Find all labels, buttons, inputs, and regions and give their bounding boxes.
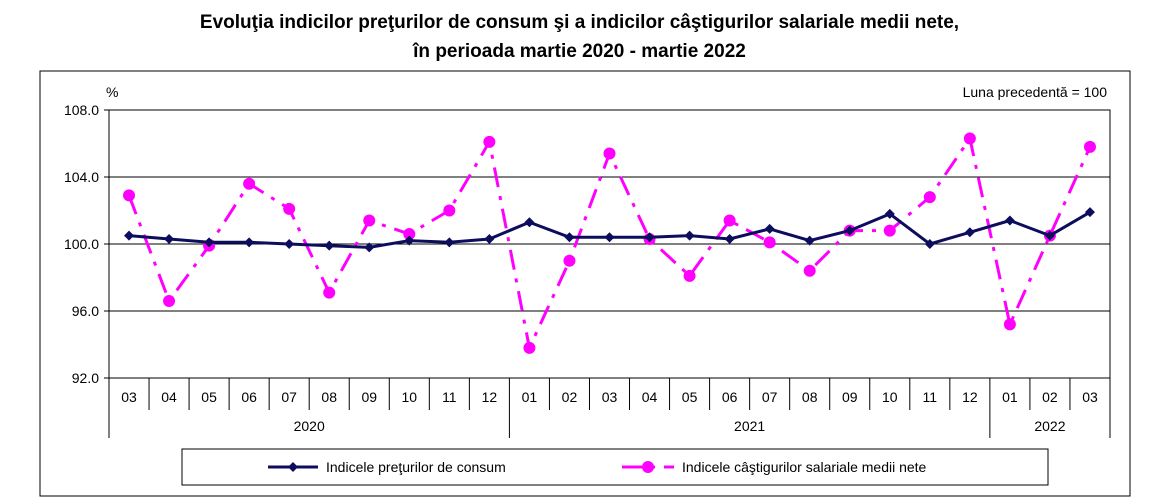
- series-2-point: [403, 227, 416, 240]
- series-1-point: [964, 227, 975, 238]
- x-tick-label: 09: [361, 389, 377, 405]
- series-1-point: [1004, 215, 1015, 226]
- chart-title-line-1: Evoluţia indicilor preţurilor de consum …: [199, 12, 960, 33]
- x-tick-label: 03: [602, 389, 618, 405]
- series-2-point: [763, 236, 776, 249]
- y-unit-label: %: [106, 84, 118, 100]
- series-1-point: [764, 223, 775, 234]
- series-2-point: [883, 224, 896, 237]
- series-1-point: [1084, 207, 1095, 218]
- series-1-point: [844, 225, 855, 236]
- year-label: 2021: [734, 418, 765, 434]
- legend-box: [181, 448, 1049, 486]
- series-2-point: [163, 294, 176, 307]
- legend-label-2: Indicele câştigurilor salariale medii ne…: [682, 459, 927, 475]
- series-1-point: [564, 232, 575, 243]
- series-1-point: [884, 208, 895, 219]
- series-2-point: [923, 191, 936, 204]
- series-1-point: [604, 232, 615, 243]
- series-1-point: [444, 237, 455, 248]
- series-2-point: [523, 341, 536, 354]
- series-2-point: [443, 204, 456, 217]
- series-1-point: [1044, 230, 1055, 241]
- series-1-point: [284, 239, 295, 249]
- y-tick-label: 96.0: [72, 303, 99, 319]
- x-tick-label: 06: [722, 389, 738, 405]
- series-2-point: [323, 286, 336, 299]
- series-2-point: [1083, 140, 1096, 153]
- x-tick-label: 08: [802, 389, 818, 405]
- series-1-point: [804, 235, 815, 246]
- series-2-point: [243, 177, 256, 190]
- x-tick-label: 03: [1082, 389, 1098, 405]
- x-tick-label: 02: [562, 389, 578, 405]
- series-1-point: [364, 242, 375, 253]
- x-tick-label: 04: [161, 389, 177, 405]
- x-tick-label: 10: [882, 389, 898, 405]
- x-tick-label: 07: [281, 389, 297, 405]
- series-1-point: [524, 217, 535, 228]
- series-2-point: [683, 269, 696, 282]
- y-tick-label: 108.0: [64, 102, 99, 118]
- series-2-point: [123, 189, 136, 202]
- y-tick-label: 100.0: [64, 236, 99, 252]
- series-1-point: [324, 240, 335, 251]
- x-tick-label: 05: [201, 389, 217, 405]
- year-label: 2020: [294, 418, 325, 434]
- series-2-point: [363, 214, 376, 227]
- y-tick-label: 104.0: [64, 169, 99, 185]
- series-2-point: [1003, 318, 1016, 331]
- series-2-point: [723, 214, 736, 227]
- x-tick-label: 11: [442, 389, 457, 405]
- chart-frame: [39, 70, 1131, 497]
- series-1-point: [164, 233, 175, 244]
- series-2-point: [283, 202, 296, 215]
- legend-label-1: Indicele preţurilor de consum: [326, 459, 506, 475]
- x-tick-label: 07: [762, 389, 778, 405]
- series-1-point: [644, 232, 655, 243]
- series-1-point: [204, 237, 215, 248]
- series-1-point: [684, 230, 695, 241]
- series-1-point: [244, 237, 255, 248]
- chart-title-line-2: în perioada martie 2020 - martie 2022: [413, 41, 746, 62]
- series-1-point: [924, 239, 935, 249]
- x-tick-label: 06: [241, 389, 257, 405]
- x-tick-label: 09: [842, 389, 858, 405]
- x-tick-label: 08: [321, 389, 337, 405]
- x-tick-label: 04: [642, 389, 658, 405]
- x-tick-label: 12: [482, 389, 498, 405]
- series-1-point: [484, 233, 495, 244]
- series-1-point: [724, 233, 735, 244]
- series-2-point: [603, 147, 616, 160]
- series-2-point: [483, 135, 496, 148]
- legend-marker-2: [642, 461, 654, 473]
- x-tick-label: 05: [682, 389, 698, 405]
- legend-marker-1: [288, 462, 298, 472]
- base-note: Luna precedentă = 100: [963, 84, 1108, 100]
- x-tick-label: 01: [522, 389, 538, 405]
- series-2-point: [963, 132, 976, 145]
- x-tick-label: 11: [923, 389, 938, 405]
- series-1-point: [404, 235, 415, 246]
- x-tick-label: 02: [1042, 389, 1058, 405]
- x-tick-label: 03: [121, 389, 137, 405]
- x-tick-label: 12: [962, 389, 978, 405]
- series-1-point: [124, 230, 135, 241]
- x-tick-label: 01: [1002, 389, 1018, 405]
- series-2-point: [803, 264, 816, 277]
- x-tick-label: 10: [402, 389, 418, 405]
- series-2-point: [563, 254, 576, 267]
- year-label: 2022: [1034, 418, 1065, 434]
- y-tick-label: 92.0: [72, 370, 99, 386]
